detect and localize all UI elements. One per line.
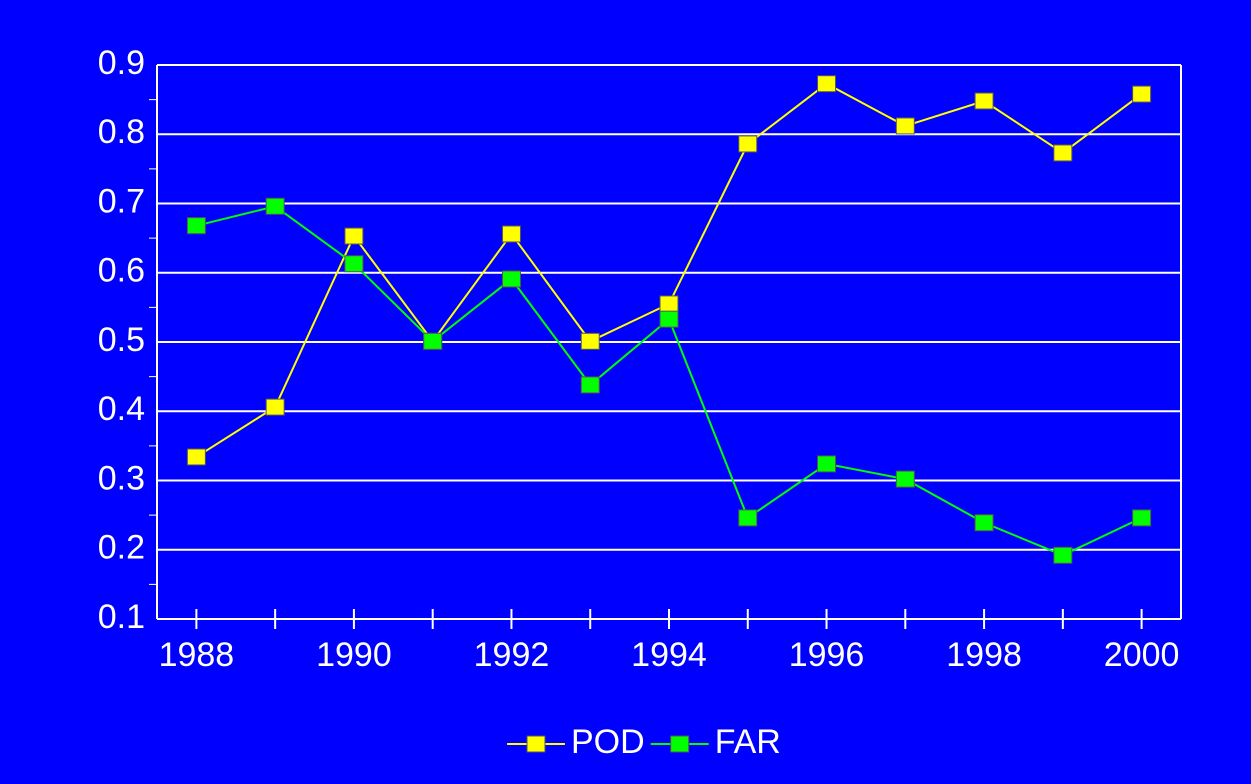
y-tick-label: 0.3 bbox=[98, 459, 145, 497]
legend-marker bbox=[670, 735, 690, 753]
y-tick-label: 0.4 bbox=[98, 390, 145, 428]
data-point bbox=[895, 117, 915, 135]
data-point bbox=[423, 332, 443, 350]
data-point bbox=[659, 310, 679, 328]
data-point bbox=[817, 455, 837, 473]
x-tick-label: 1996 bbox=[789, 636, 865, 674]
data-point bbox=[1132, 509, 1152, 527]
y-tick-label: 0.2 bbox=[98, 529, 145, 567]
x-tick-label: 2000 bbox=[1104, 636, 1180, 674]
x-tick-label: 1988 bbox=[159, 636, 235, 674]
data-point bbox=[344, 227, 364, 245]
y-tick-label: 0.8 bbox=[98, 113, 145, 151]
data-point bbox=[738, 135, 758, 153]
y-tick-label: 0.5 bbox=[98, 321, 145, 359]
data-point bbox=[501, 270, 521, 288]
data-point bbox=[186, 448, 206, 466]
y-tick-label: 0.1 bbox=[98, 598, 145, 636]
x-tick-label: 1992 bbox=[474, 636, 550, 674]
data-point bbox=[1053, 546, 1073, 564]
data-point bbox=[1132, 85, 1152, 103]
data-point bbox=[1053, 144, 1073, 162]
data-point bbox=[738, 509, 758, 527]
data-point bbox=[659, 295, 679, 313]
data-point bbox=[501, 225, 521, 243]
data-point bbox=[817, 75, 837, 93]
x-tick-label: 1998 bbox=[946, 636, 1022, 674]
data-point bbox=[265, 398, 285, 416]
legend-label: FAR bbox=[715, 723, 781, 761]
x-tick-label: 1994 bbox=[631, 636, 707, 674]
data-point bbox=[186, 217, 206, 235]
data-point bbox=[344, 255, 364, 273]
y-tick-label: 0.9 bbox=[98, 44, 145, 82]
legend-label: POD bbox=[571, 723, 645, 761]
data-point bbox=[580, 376, 600, 394]
data-point bbox=[974, 92, 994, 110]
data-point bbox=[580, 332, 600, 350]
data-point bbox=[265, 197, 285, 215]
x-tick-label: 1990 bbox=[316, 636, 392, 674]
data-point bbox=[895, 470, 915, 488]
y-tick-label: 0.6 bbox=[98, 252, 145, 290]
data-point bbox=[974, 514, 994, 532]
legend-marker bbox=[526, 735, 546, 753]
y-tick-label: 0.7 bbox=[98, 182, 145, 220]
